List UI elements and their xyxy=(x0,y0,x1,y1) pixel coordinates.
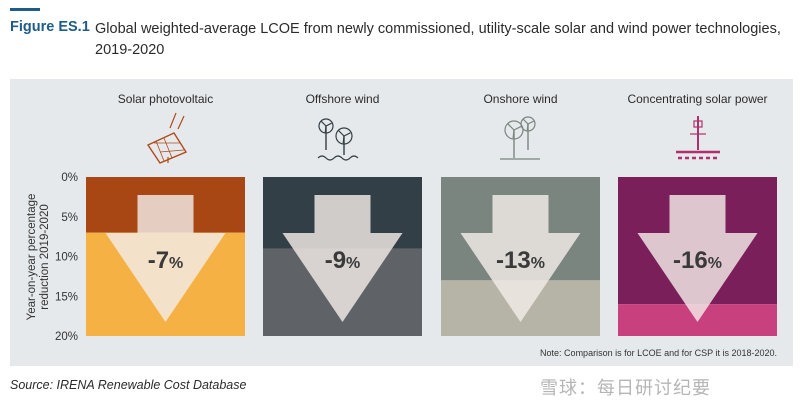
down-arrow xyxy=(105,195,226,322)
onshore-wind-icon xyxy=(522,118,529,125)
solar-panel-icon xyxy=(177,115,185,130)
watermark: 雪球：每日研讨纪要 xyxy=(540,378,711,398)
onshore-wind-icon xyxy=(512,129,515,139)
data-label: -13% xyxy=(496,247,545,274)
chart-note: Note: Comparison is for LCOE and for CSP… xyxy=(540,348,777,358)
onshore-wind-icon xyxy=(526,123,529,131)
solar-panel-icon xyxy=(169,112,177,129)
offshore-wind-icon xyxy=(320,120,327,127)
offshore-wind-icon xyxy=(325,122,332,127)
y-tick-label: 15% xyxy=(55,291,78,303)
y-tick-label: 0% xyxy=(61,172,78,184)
solar-panel-icon xyxy=(163,137,173,159)
offshore-wind-icon xyxy=(335,127,353,145)
offshore-wind-icon xyxy=(342,135,345,144)
accent-rule xyxy=(10,8,40,11)
offshore-wind-icon xyxy=(337,129,345,137)
figure-title: Global weighted-average LCOE from newly … xyxy=(95,21,781,58)
category-label: Onshore wind xyxy=(483,92,557,106)
data-label: -16% xyxy=(673,247,722,274)
data-label: -9% xyxy=(325,247,361,274)
category-label: Solar photovoltaic xyxy=(118,92,213,106)
offshore-wind-icon xyxy=(317,155,359,161)
solar-panel-icon xyxy=(146,132,188,164)
offshore-wind-icon xyxy=(324,125,327,133)
category-label: Concentrating solar power xyxy=(627,92,767,106)
onshore-wind-icon xyxy=(520,116,536,132)
y-tick-label: 20% xyxy=(55,331,78,343)
y-tick-label: 10% xyxy=(55,252,78,264)
solar-panel-icon xyxy=(159,149,185,153)
y-axis-title: Year-on-year percentage reduction 2019-20… xyxy=(26,194,51,321)
figure-label: Figure ES.1 xyxy=(10,19,90,35)
onshore-wind-icon xyxy=(507,123,515,131)
down-arrow xyxy=(282,195,403,322)
onshore-wind-icon xyxy=(513,125,522,131)
y-axis-title-line: Year-on-year percentage xyxy=(26,194,38,321)
down-arrow xyxy=(460,195,581,322)
y-axis-title-line: reduction 2019-2020 xyxy=(39,204,51,310)
offshore-wind-icon xyxy=(343,132,351,137)
solar-panel-icon xyxy=(155,140,165,162)
csp-tower-icon xyxy=(693,120,703,128)
offshore-wind-icon xyxy=(318,118,334,134)
onshore-wind-icon xyxy=(527,120,534,125)
category-label: Offshore wind xyxy=(306,92,380,106)
onshore-wind-icon xyxy=(504,120,524,140)
down-arrow xyxy=(637,195,758,322)
y-tick-label: 5% xyxy=(61,212,78,224)
source-text: Source: IRENA Renewable Cost Database xyxy=(10,378,247,392)
data-label: -7% xyxy=(148,247,184,274)
